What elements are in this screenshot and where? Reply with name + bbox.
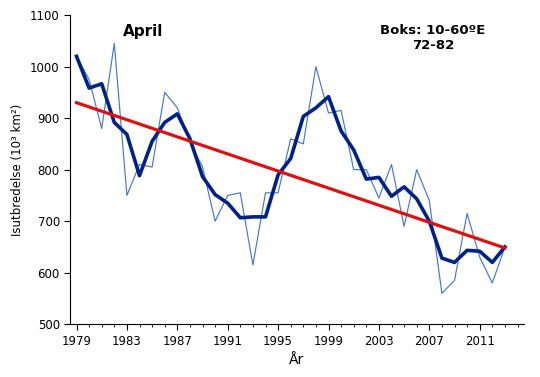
Y-axis label: Isutbredelse (10³ km²): Isutbredelse (10³ km²)	[11, 104, 24, 236]
X-axis label: År: År	[289, 353, 305, 367]
Text: April: April	[123, 25, 163, 39]
Text: Boks: 10-60ºE
72-82: Boks: 10-60ºE 72-82	[381, 25, 485, 52]
